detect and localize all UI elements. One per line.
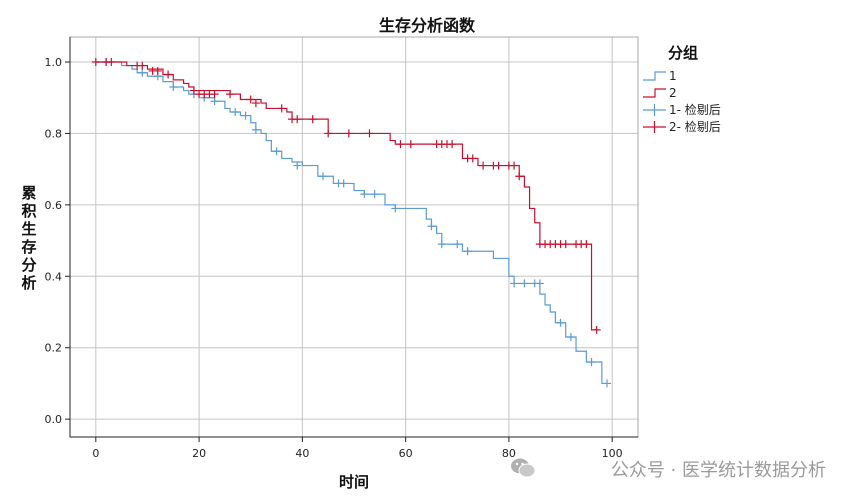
legend-entry-label: 1: [669, 69, 677, 83]
series-2-censor-mark: [592, 325, 601, 334]
series-1-censor-mark: [535, 279, 544, 288]
series-1-censor-mark: [241, 111, 250, 120]
series-1-censor-mark: [272, 147, 281, 156]
series-1-censor-mark: [556, 318, 565, 327]
series-2-censor-mark: [251, 99, 260, 108]
legend-title: 分组: [668, 44, 698, 62]
series-2-censor-mark: [226, 90, 235, 99]
legend-entry-label: 2- 检剔后: [669, 119, 721, 134]
series-1-censor-mark: [251, 125, 260, 134]
watermark-text: 公众号 · 医学统计数据分析: [610, 460, 826, 481]
series-2-censor-mark: [189, 86, 198, 95]
series-2-censor-mark: [324, 129, 333, 138]
series-1-censor-mark: [520, 279, 529, 288]
series-2-censor-mark: [164, 70, 173, 79]
legend-censor-2-icon: [643, 121, 666, 133]
series-1-censor-mark: [603, 379, 612, 388]
y-tick-label: 0.8: [45, 127, 63, 140]
series-2-censor-mark: [277, 104, 286, 113]
y-tick-label: 0.6: [45, 199, 63, 212]
series-1-censor-mark: [587, 358, 596, 366]
series-1-censor-mark: [437, 240, 446, 249]
series-2-censor-mark: [510, 161, 519, 170]
legend-entry-label: 2: [669, 86, 677, 100]
x-axis-label: 时间: [339, 473, 369, 491]
series-1-censor-mark: [391, 204, 400, 213]
x-tick-label: 0: [92, 447, 99, 460]
series-1-line: [95, 61, 608, 385]
series-2-line: [95, 61, 597, 331]
wechat-logo-icon: [511, 458, 536, 478]
series-1-censor-mark: [566, 333, 575, 341]
series-1-censor-mark: [231, 108, 240, 116]
x-tick-label: 40: [295, 447, 309, 460]
x-tick-label: 60: [399, 447, 413, 460]
legend-line-2-icon: [643, 88, 666, 98]
series-2-censor-mark: [582, 240, 591, 249]
series-2-censor-mark: [515, 172, 524, 181]
series-2-censor-mark: [246, 95, 255, 104]
legend: 分组 1 2 1- 检剔后 2- 检剔后: [643, 44, 721, 134]
y-tick-label: 0.0: [45, 413, 63, 426]
series-1-censor-mark: [138, 68, 147, 77]
legend-censor-1-icon: [643, 104, 666, 116]
series-2-censor-mark: [91, 58, 100, 66]
series-2-censor-mark: [107, 58, 116, 66]
series-1-censor-mark: [453, 240, 462, 249]
series-1-censor-mark: [510, 279, 519, 288]
y-tick-label: 1.0: [45, 56, 63, 69]
censor-marks: [91, 58, 612, 388]
series-1-censor-mark: [360, 190, 369, 199]
series-2-censor-mark: [344, 129, 353, 138]
series-2-censor-mark: [396, 140, 405, 149]
series-1-censor-mark: [319, 172, 328, 181]
series-1-censor-mark: [463, 247, 472, 256]
series-2-censor-mark: [138, 61, 147, 70]
series-1-censor-mark: [210, 97, 219, 106]
series-1-censor-mark: [339, 179, 348, 188]
chart-title: 生存分析函数: [379, 16, 476, 35]
y-axis-label: 累积生存分析: [21, 184, 36, 292]
series-1-censor-mark: [293, 161, 302, 170]
series-1-censor-mark: [370, 190, 379, 199]
y-tick-label: 0.4: [45, 270, 63, 283]
x-tick-label: 80: [502, 447, 516, 460]
series-2-censor-mark: [293, 115, 302, 124]
axes: 0 20 40 60 80 100 0.0 0.2 0.4 0.6 0.8 1.0: [45, 36, 639, 460]
series-2-censor-mark: [494, 161, 503, 170]
legend-entry-label: 1- 检剔后: [669, 102, 721, 117]
series-2-censor-mark: [479, 161, 488, 170]
series-layer: [95, 61, 608, 385]
y-tick-label: 0.2: [45, 342, 63, 355]
legend-line-1-icon: [643, 71, 666, 81]
series-2-censor-mark: [153, 66, 162, 75]
series-2-censor-mark: [308, 115, 317, 124]
series-1-censor-mark: [169, 83, 178, 91]
series-2-censor-mark: [210, 90, 219, 99]
series-2-censor-mark: [365, 129, 374, 138]
series-2-censor-mark: [448, 140, 457, 149]
series-1-censor-mark: [427, 222, 436, 231]
series-2-censor-mark: [406, 140, 415, 149]
x-tick-label: 100: [602, 447, 623, 460]
series-2-censor-mark: [468, 154, 477, 163]
series-2-censor-mark: [561, 240, 570, 249]
x-tick-label: 20: [192, 447, 206, 460]
grid-lines: [70, 37, 638, 437]
